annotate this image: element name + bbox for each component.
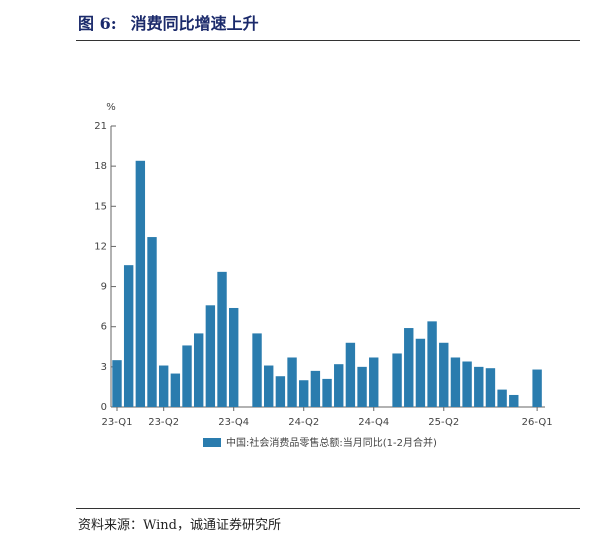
y-tick-label: 12 (94, 241, 107, 252)
bar (112, 360, 122, 407)
bar (229, 307, 239, 407)
y-tick-label: 9 (101, 282, 107, 293)
y-tick-label: 3 (101, 362, 107, 373)
source-note: 资料来源：Wind，诚通证券研究所 (78, 518, 281, 533)
x-tick-label: 23-Q4 (218, 417, 249, 428)
bar (205, 305, 216, 407)
bar (532, 369, 542, 407)
y-tick-label: 15 (94, 201, 107, 212)
bar (123, 265, 134, 407)
bar (369, 357, 379, 407)
bar (497, 389, 507, 407)
bar (439, 342, 449, 407)
chart: % 0 3 6 9 12 15 18 21 23-Q1 23-Q2 23-Q4 24-Q2 24-Q4 2… (94, 102, 553, 449)
x-tick-label: 24-Q4 (358, 417, 389, 428)
bar (287, 357, 297, 407)
y-unit: % (106, 102, 116, 113)
bar (158, 365, 169, 407)
bar (217, 271, 227, 407)
bar (193, 333, 204, 407)
bar (427, 321, 437, 407)
bar (264, 365, 274, 407)
y-tick-label: 21 (94, 121, 107, 132)
x-tick-label: 23-Q2 (148, 417, 179, 428)
bar (182, 345, 192, 407)
x-tick-label: 25-Q2 (428, 417, 459, 428)
figure-header: 图 6: 消费同比增速上升 (78, 10, 273, 34)
y-tick-label: 0 (101, 402, 107, 413)
bar (415, 338, 426, 407)
bar (485, 368, 496, 407)
bar (334, 364, 344, 407)
figure-title: 消费同比增速上升 (130, 14, 259, 33)
bar (345, 342, 356, 407)
bar (135, 160, 146, 407)
bar (252, 333, 262, 407)
bar (462, 361, 472, 407)
x-tick-label: 24-Q2 (288, 417, 319, 428)
figure-label: 图 6: (78, 14, 117, 33)
y-tick-label: 18 (94, 161, 107, 172)
bar (310, 370, 321, 407)
bar (404, 328, 414, 407)
x-tick-label: 26-Q1 (522, 417, 553, 428)
bar (170, 373, 181, 407)
bar (392, 353, 402, 407)
x-tick-label: 23-Q1 (102, 417, 133, 428)
legend-label: 中国:社会消费品零售总额:当月同比(1-2月合并) (226, 436, 437, 449)
bar (509, 394, 519, 407)
legend-swatch (203, 438, 221, 447)
bar (322, 378, 332, 407)
bar (357, 366, 367, 407)
header-rule (76, 40, 580, 41)
y-tick-label: 6 (101, 322, 107, 333)
footer-rule (76, 508, 580, 509)
bar (147, 237, 157, 407)
bar (474, 366, 484, 407)
bar (299, 380, 309, 407)
bar (275, 376, 286, 407)
bar (450, 357, 461, 407)
